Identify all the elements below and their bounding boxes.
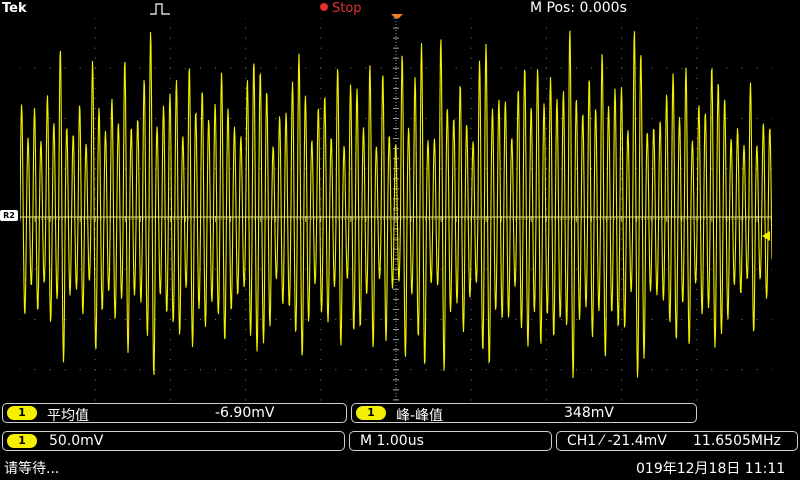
run-status: Stop (320, 1, 362, 16)
measurement-label: 峰-峰值 (396, 408, 444, 424)
timebase-readout[interactable]: M 1.00us (349, 431, 552, 451)
position-readout: M Pos: 0.000s (530, 0, 627, 16)
footer-bar: 请等待... 019年12月18日 11:11 (0, 456, 800, 480)
reference-marker[interactable]: R2 (0, 210, 18, 221)
measurement-panel: 1 平均值 -6.90mV 1 峰-峰值 348mV 1 50.0mV M 1.… (0, 402, 800, 462)
top-status-bar: Tek Stop M Pos: 0.000s (0, 0, 800, 18)
vertical-scale-readout[interactable]: 1 50.0mV (2, 431, 345, 451)
channel-badge: 1 (356, 406, 386, 420)
channel-badge: 1 (7, 434, 37, 448)
time-per-div: M 1.00us (360, 433, 424, 449)
status-message: 请等待... (4, 461, 60, 477)
stop-indicator-icon (320, 3, 328, 11)
measurement-label: 平均值 (47, 408, 89, 424)
measurement-value: -6.90mV (215, 405, 275, 421)
date-time: 019年12月18日 11:11 (636, 461, 786, 477)
run-status-label: Stop (332, 1, 362, 16)
measurement-mean[interactable]: 1 平均值 -6.90mV (2, 403, 347, 424)
trigger-readout[interactable]: CH1 ⁄ -21.4mV 11.6505MHz (556, 431, 798, 451)
channel-badge: 1 (7, 406, 37, 420)
trigger-setting: CH1 ⁄ -21.4mV (567, 433, 667, 449)
frequency-readout: 11.6505MHz (693, 433, 781, 449)
volts-per-div: 50.0mV (49, 433, 104, 449)
pulse-edge-icon (150, 3, 170, 15)
measurement-pk2pk[interactable]: 1 峰-峰值 348mV (351, 403, 697, 424)
trigger-level-icon[interactable] (761, 231, 771, 241)
measurement-value: 348mV (564, 405, 614, 421)
waveform-display[interactable] (20, 18, 772, 420)
brand-logo: Tek (2, 1, 27, 16)
